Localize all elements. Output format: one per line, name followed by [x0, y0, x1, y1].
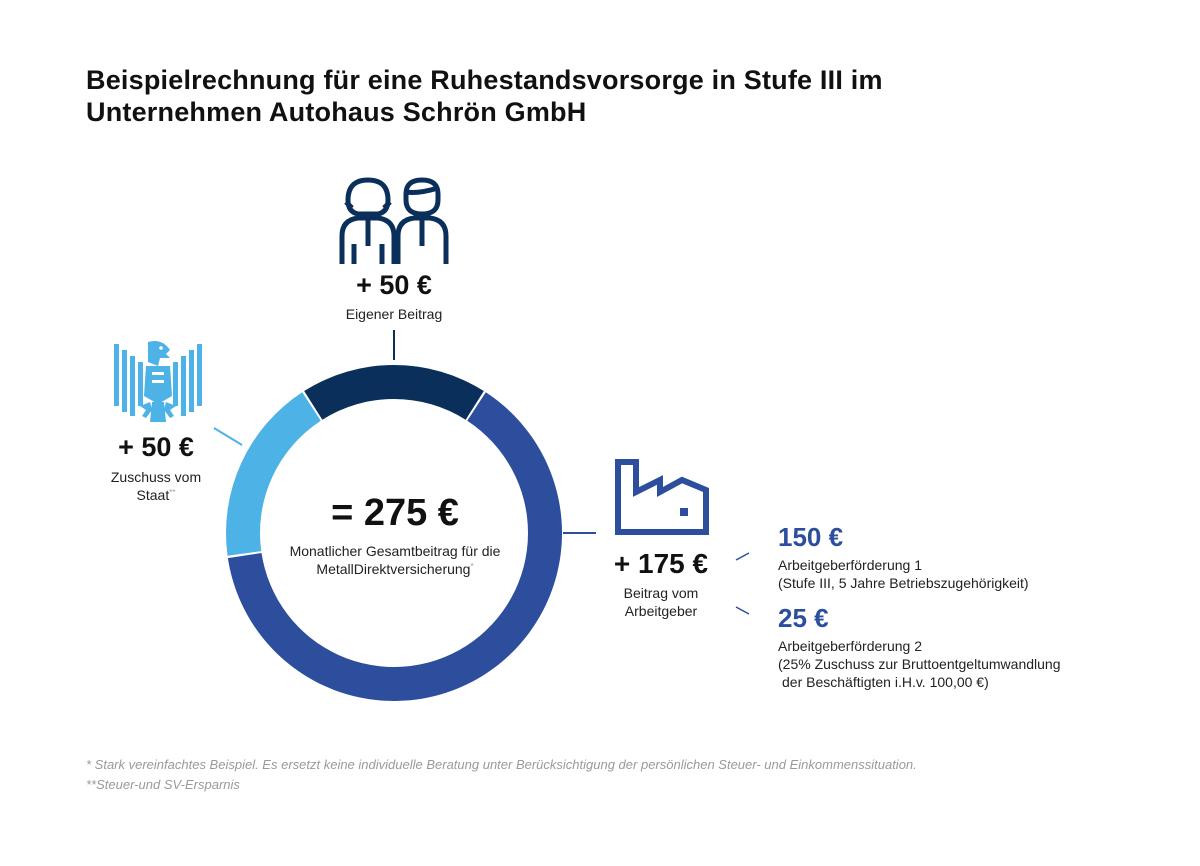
total-caption-text: MetallDirektversicherung	[316, 561, 471, 577]
couple-icon	[339, 177, 449, 264]
factory-icon	[615, 459, 709, 535]
staat-footnote-mark: **	[169, 488, 176, 497]
page-title: Beispielrechnung für eine Ruhestandsvors…	[86, 64, 1086, 128]
connector-line-staat	[213, 427, 243, 446]
total-footnote-mark: *	[470, 562, 474, 571]
arbeitgeber-amount: + 175 €	[613, 548, 709, 579]
connector-line-item-1	[735, 552, 750, 561]
arbeitgeber-item-1-line-1: Arbeitgeberförderung 1	[778, 557, 922, 573]
arbeitgeber-item-2-line-2: (25% Zuschuss zur Bruttoentgeltumwandlun…	[778, 656, 1061, 672]
donut-slices	[226, 365, 562, 702]
title-line-2: Unternehmen Autohaus Schrön GmbH	[86, 97, 587, 127]
donut-slice-3	[226, 392, 321, 556]
arbeitgeber-item-2-value: 25 €	[778, 603, 829, 633]
total-caption-line-1: Monatlicher Gesamtbeitrag für die	[289, 543, 501, 559]
arbeitgeber-label-line-2: Arbeitgeber	[624, 603, 698, 619]
federal-eagle-icon	[114, 341, 202, 422]
arbeitgeber-item-2-line-3: der Beschäftigten i.H.v. 100,00 €)	[782, 674, 989, 690]
eigener-label: Eigener Beitrag	[345, 306, 443, 322]
footnote-2: **Steuer-und SV-Ersparnis	[86, 777, 240, 792]
staat-label-text: Staat	[136, 487, 170, 503]
arbeitgeber-item-1-label: Arbeitgeberförderung 1 (Stufe III, 5 Jah…	[778, 556, 1029, 592]
arbeitgeber-item-1-value: 150 €	[778, 522, 844, 552]
staat-label: Zuschuss vom Staat**	[86, 468, 226, 504]
total-caption: Monatlicher Gesamtbeitrag für die Metall…	[250, 542, 540, 578]
arbeitgeber-label: Beitrag vom Arbeitgeber	[586, 584, 736, 620]
eigener-amount: + 50 €	[356, 270, 432, 300]
arbeitgeber-item-2-line-1: Arbeitgeberförderung 2	[778, 638, 922, 654]
staat-amount: + 50 €	[118, 432, 194, 462]
staat-label-line-2: Staat**	[86, 486, 226, 504]
title-line-1: Beispielrechnung für eine Ruhestandsvors…	[86, 65, 883, 95]
arbeitgeber-label-line-1: Beitrag vom	[623, 585, 699, 601]
connector-line-item-2	[735, 606, 750, 615]
donut-slice-1	[304, 365, 484, 420]
total-caption-line-2: MetallDirektversicherung*	[250, 560, 540, 578]
footnote-1: * Stark vereinfachtes Beispiel. Es erset…	[86, 757, 917, 772]
total-amount: = 275 €	[331, 492, 459, 534]
staat-label-line-1: Zuschuss vom	[110, 469, 202, 485]
arbeitgeber-item-1-line-2: (Stufe III, 5 Jahre Betriebszugehörigkei…	[778, 575, 1029, 591]
arbeitgeber-item-2-label: Arbeitgeberförderung 2 (25% Zuschuss zur…	[778, 637, 1060, 691]
